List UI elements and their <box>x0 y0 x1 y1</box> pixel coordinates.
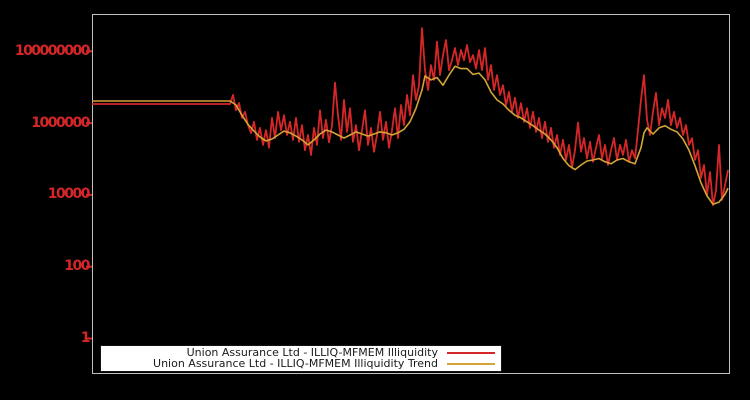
y-tick-label: 1000000 <box>31 114 90 131</box>
legend-label-trend: Union Assurance Ltd - ILLIQ-MFMEM Illiqu… <box>153 357 438 370</box>
y-tick-label: 100000000 <box>14 42 91 59</box>
illiquidity-trend-line <box>92 65 729 206</box>
y-axis-tick-marks <box>86 50 92 340</box>
legend-label-illiquidity: Union Assurance Ltd - ILLIQ-MFMEM Illiqu… <box>186 346 438 359</box>
legend-entry-illiquidity: Union Assurance Ltd - ILLIQ-MFMEM Illiqu… <box>105 347 497 358</box>
legend-line-swatch-trend <box>447 362 495 365</box>
legend: Union Assurance Ltd - ILLIQ-MFMEM Illiqu… <box>100 345 502 372</box>
legend-entry-trend: Union Assurance Ltd - ILLIQ-MFMEM Illiqu… <box>105 358 497 369</box>
legend-line-swatch-illiquidity <box>447 351 495 354</box>
y-tick-label: 1 <box>80 330 91 346</box>
y-tick-label: 10000 <box>47 186 91 203</box>
y-tick-label: 100 <box>64 258 90 275</box>
plot-border <box>92 14 730 374</box>
illiquidity-series-line <box>92 27 729 207</box>
